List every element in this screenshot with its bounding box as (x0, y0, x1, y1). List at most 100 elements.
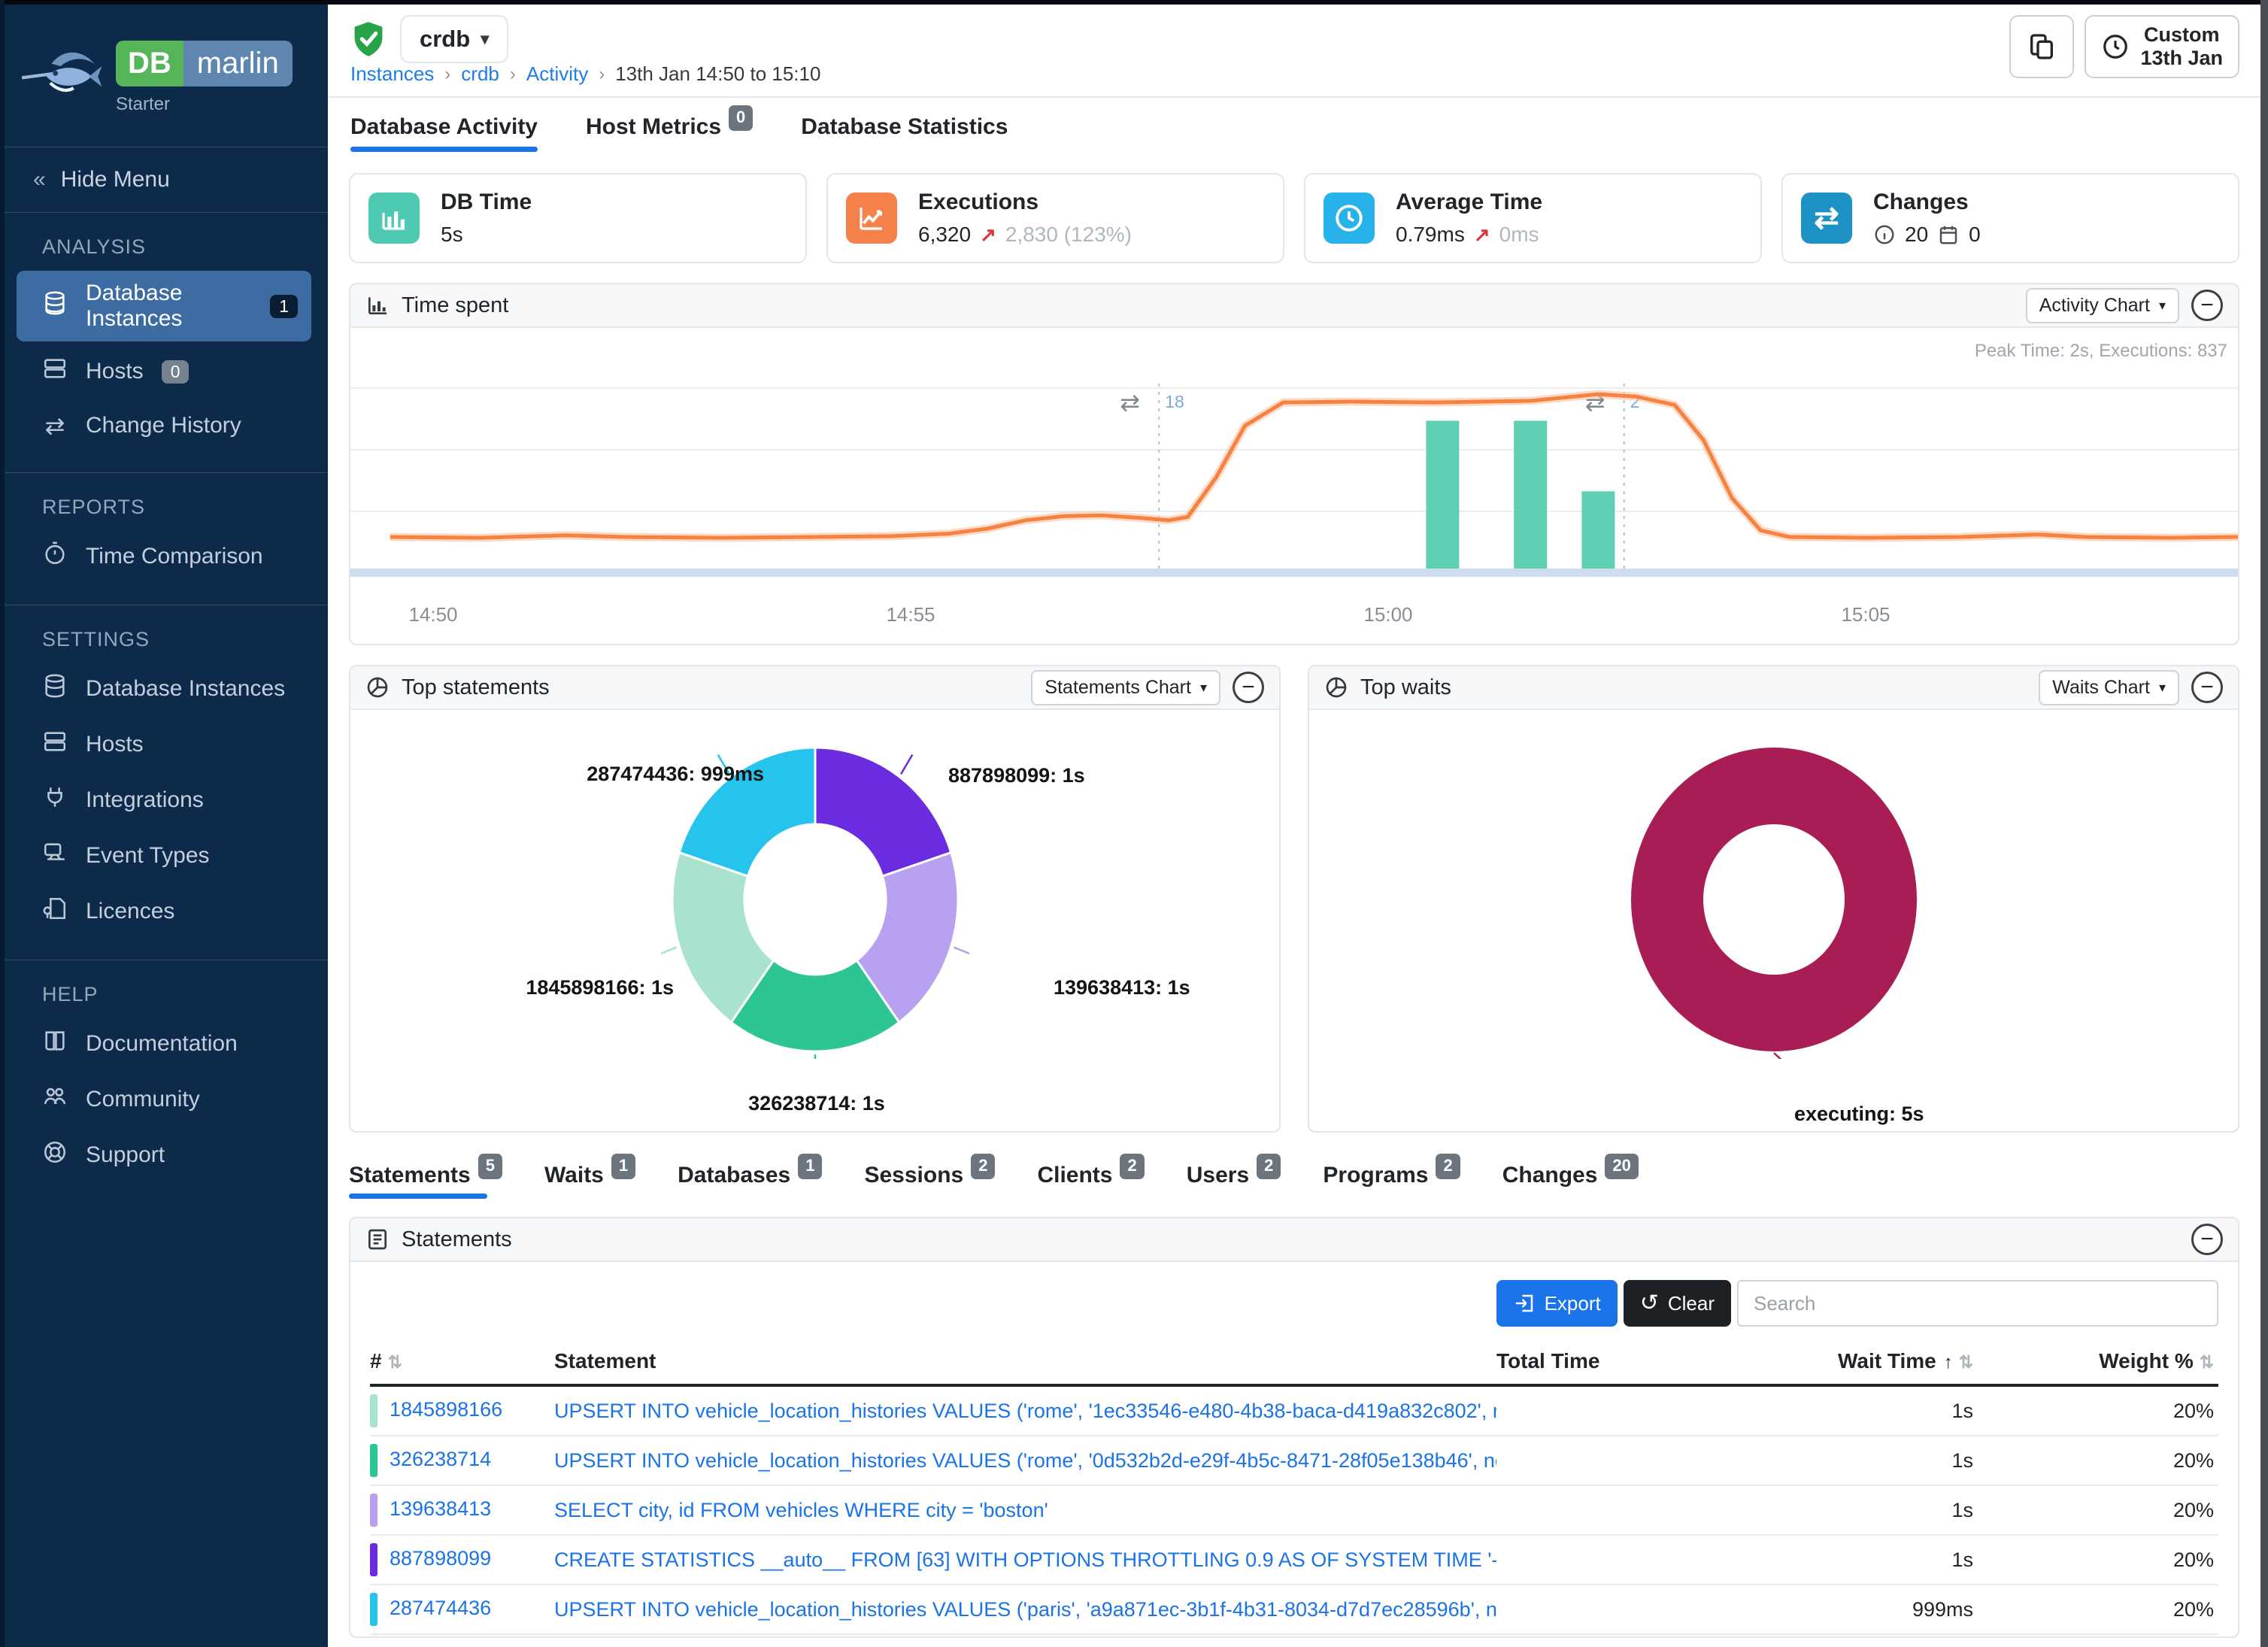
main-content: crdb ▾ Instances › crdb › Activity › 13t… (328, 5, 2260, 1647)
pie-chart-icon (365, 675, 390, 699)
sidebar-item-documentation[interactable]: Documentation (17, 1018, 311, 1069)
column-header-total-time[interactable]: Total Time (1496, 1349, 1600, 1372)
statement-id-link[interactable]: 287474436 (390, 1597, 492, 1620)
collapse-panel-button[interactable]: − (1233, 672, 1264, 703)
sidebar-item-licences[interactable]: Licences (17, 886, 311, 937)
sidebar-item-support[interactable]: Support (17, 1130, 311, 1181)
tab-databases[interactable]: Databases 1 (678, 1154, 823, 1199)
section-title: ANALYSIS (42, 235, 147, 258)
tab-database-statistics[interactable]: Database Statistics (801, 114, 1008, 139)
statements-chart-selector[interactable]: Statements Chart ▾ (1031, 669, 1220, 705)
undo-icon: ↺ (1639, 1291, 1659, 1315)
card-average-time: Average Time 0.79ms ↗ 0ms (1304, 173, 1762, 263)
executions-value: 6,320 (918, 223, 972, 246)
statement-id-link[interactable]: 1845898166 (390, 1398, 503, 1421)
statement-color-chip (370, 1593, 377, 1626)
tab-host-metrics[interactable]: Host Metrics 0 (586, 105, 753, 152)
statement-link[interactable]: CREATE STATISTICS __auto__ FROM [63] WIT… (554, 1548, 1496, 1571)
sidebar-section-reports: REPORTS Time Comparison (0, 472, 328, 605)
window-left-edge (0, 0, 5, 1647)
tab-waits[interactable]: Waits 1 (544, 1154, 636, 1199)
table-row: 1845898166 UPSERT INTO vehicle_location_… (370, 1387, 2218, 1436)
weight-value: 20% (2172, 1597, 2214, 1621)
statement-link[interactable]: UPSERT INTO vehicle_location_histories V… (554, 1448, 1496, 1472)
count-badge: 1 (270, 294, 298, 318)
swap-arrows-icon: ⇄ (1814, 202, 1839, 235)
top-waits-chart: executing: 5s (1309, 740, 2238, 1131)
statement-color-chip (370, 1494, 377, 1527)
sidebar-item-time-comparison[interactable]: Time Comparison (17, 531, 311, 582)
collapse-panel-button[interactable]: − (2191, 290, 2223, 321)
export-icon (1515, 1294, 1533, 1312)
tab-changes[interactable]: Changes 20 (1502, 1154, 1639, 1199)
breadcrumb-crdb[interactable]: crdb (461, 62, 499, 85)
slice-label: 287474436: 999ms (587, 763, 764, 785)
statement-id-link[interactable]: 139638413 (390, 1497, 492, 1521)
svg-text:14:50: 14:50 (408, 603, 457, 626)
pie-chart-icon (1324, 675, 1348, 699)
sidebar-item-integrations[interactable]: Integrations (17, 775, 311, 826)
column-header-wait-time[interactable]: Wait Time ↑ ⇅ (1838, 1349, 1973, 1372)
waits-chart-selector[interactable]: Waits Chart ▾ (2039, 669, 2179, 705)
section-title: SETTINGS (42, 628, 150, 651)
search-input[interactable] (1737, 1280, 2218, 1327)
collapse-icon: « (33, 167, 46, 192)
breadcrumb-activity[interactable]: Activity (526, 62, 589, 85)
clear-button[interactable]: ↺ Clear (1623, 1280, 1731, 1327)
instance-selector[interactable]: crdb ▾ (400, 15, 509, 63)
tab-users[interactable]: Users 2 (1187, 1154, 1281, 1199)
hide-menu-button[interactable]: « Hide Menu (0, 147, 328, 213)
breadcrumb-instances[interactable]: Instances (350, 62, 435, 85)
page-scrollbar[interactable] (2260, 0, 2268, 1647)
sidebar-section-help: HELP Documentation Community Support (0, 960, 328, 1203)
sidebar-item-community[interactable]: Community (17, 1074, 311, 1125)
lifebuoy-icon (42, 1139, 68, 1171)
column-header-num[interactable]: # ⇅ (370, 1349, 402, 1372)
panel-title: Time spent (402, 293, 509, 317)
column-header-weight[interactable]: Weight % ⇅ (2099, 1349, 2214, 1372)
statement-link[interactable]: UPSERT INTO vehicle_location_histories V… (554, 1399, 1496, 1422)
tab-statements[interactable]: Statements 5 (349, 1154, 502, 1199)
card-changes: ⇄ Changes 20 0 (1781, 173, 2239, 263)
svg-text:15:05: 15:05 (1841, 603, 1890, 626)
sidebar-item-hosts-settings[interactable]: Hosts (17, 719, 311, 770)
statement-id-link[interactable]: 326238714 (390, 1448, 492, 1471)
sidebar-item-change-history[interactable]: ⇄ Change History (17, 402, 311, 450)
copy-button[interactable] (2009, 15, 2075, 78)
detail-tabs: Statements 5 Waits 1 Databases 1 Sessions 2 … (349, 1154, 2239, 1199)
people-icon (42, 1084, 68, 1115)
breadcrumb-current: 13th Jan 14:50 to 15:10 (615, 62, 821, 85)
collapse-panel-button[interactable]: − (2191, 1224, 2223, 1255)
tab-sessions[interactable]: Sessions 2 (864, 1154, 996, 1199)
book-icon (42, 1028, 68, 1060)
time-spent-chart: ⇄ 18 ⇄ 2 Peak Time: 2s, Executions: 837 14:50… (350, 328, 2238, 644)
collapse-panel-button[interactable]: − (2191, 672, 2223, 703)
sidebar-item-database-instances[interactable]: Database Instances 1 (17, 271, 311, 341)
database-icon (42, 673, 68, 705)
chevron-down-icon: ▾ (2158, 297, 2166, 313)
tab-database-activity[interactable]: Database Activity (350, 114, 538, 152)
events-icon (42, 840, 68, 872)
statement-link[interactable]: UPSERT INTO vehicle_location_histories V… (554, 1597, 1496, 1621)
changes-info-count: 20 (1905, 223, 1929, 246)
metric-cards: DB Time 5s Executions 6,320 ↗ 2,830 (123… (349, 173, 2239, 263)
sidebar-item-database-instances-settings[interactable]: Database Instances (17, 663, 311, 714)
db-time-value: 5s (441, 223, 463, 246)
export-button[interactable]: Export (1496, 1280, 1618, 1327)
tab-programs[interactable]: Programs 2 (1323, 1154, 1460, 1199)
statements-table-panel: Statements − Export ↺ Clear #⇅ Statement… (349, 1217, 2239, 1638)
time-spent-panel: Time spent Activity Chart ▾ − ⇄ 18 ⇄ 2 Peak … (349, 283, 2239, 645)
sidebar-item-event-types[interactable]: Event Types (17, 830, 311, 881)
time-range-button[interactable]: Custom 13th Jan (2085, 15, 2239, 78)
activity-chart-selector[interactable]: Activity Chart ▾ (2025, 287, 2179, 323)
statement-link[interactable]: SELECT city, id FROM vehicles WHERE city… (554, 1498, 1048, 1521)
slice-label: 326238714: 1s (748, 1092, 885, 1115)
statements-table: # ⇅ Statement Total Time Wait Time ↑ ⇅ Weig… (370, 1349, 2218, 1635)
statement-id-link[interactable]: 887898099 (390, 1547, 492, 1570)
column-header-statement[interactable]: Statement (554, 1349, 656, 1372)
health-shield-icon (349, 20, 388, 59)
chevron-down-icon: ▾ (1199, 679, 1207, 695)
slice-label: 887898099: 1s (948, 764, 1085, 787)
tab-clients[interactable]: Clients 2 (1037, 1154, 1145, 1199)
sidebar-item-hosts[interactable]: Hosts 0 (17, 346, 311, 397)
